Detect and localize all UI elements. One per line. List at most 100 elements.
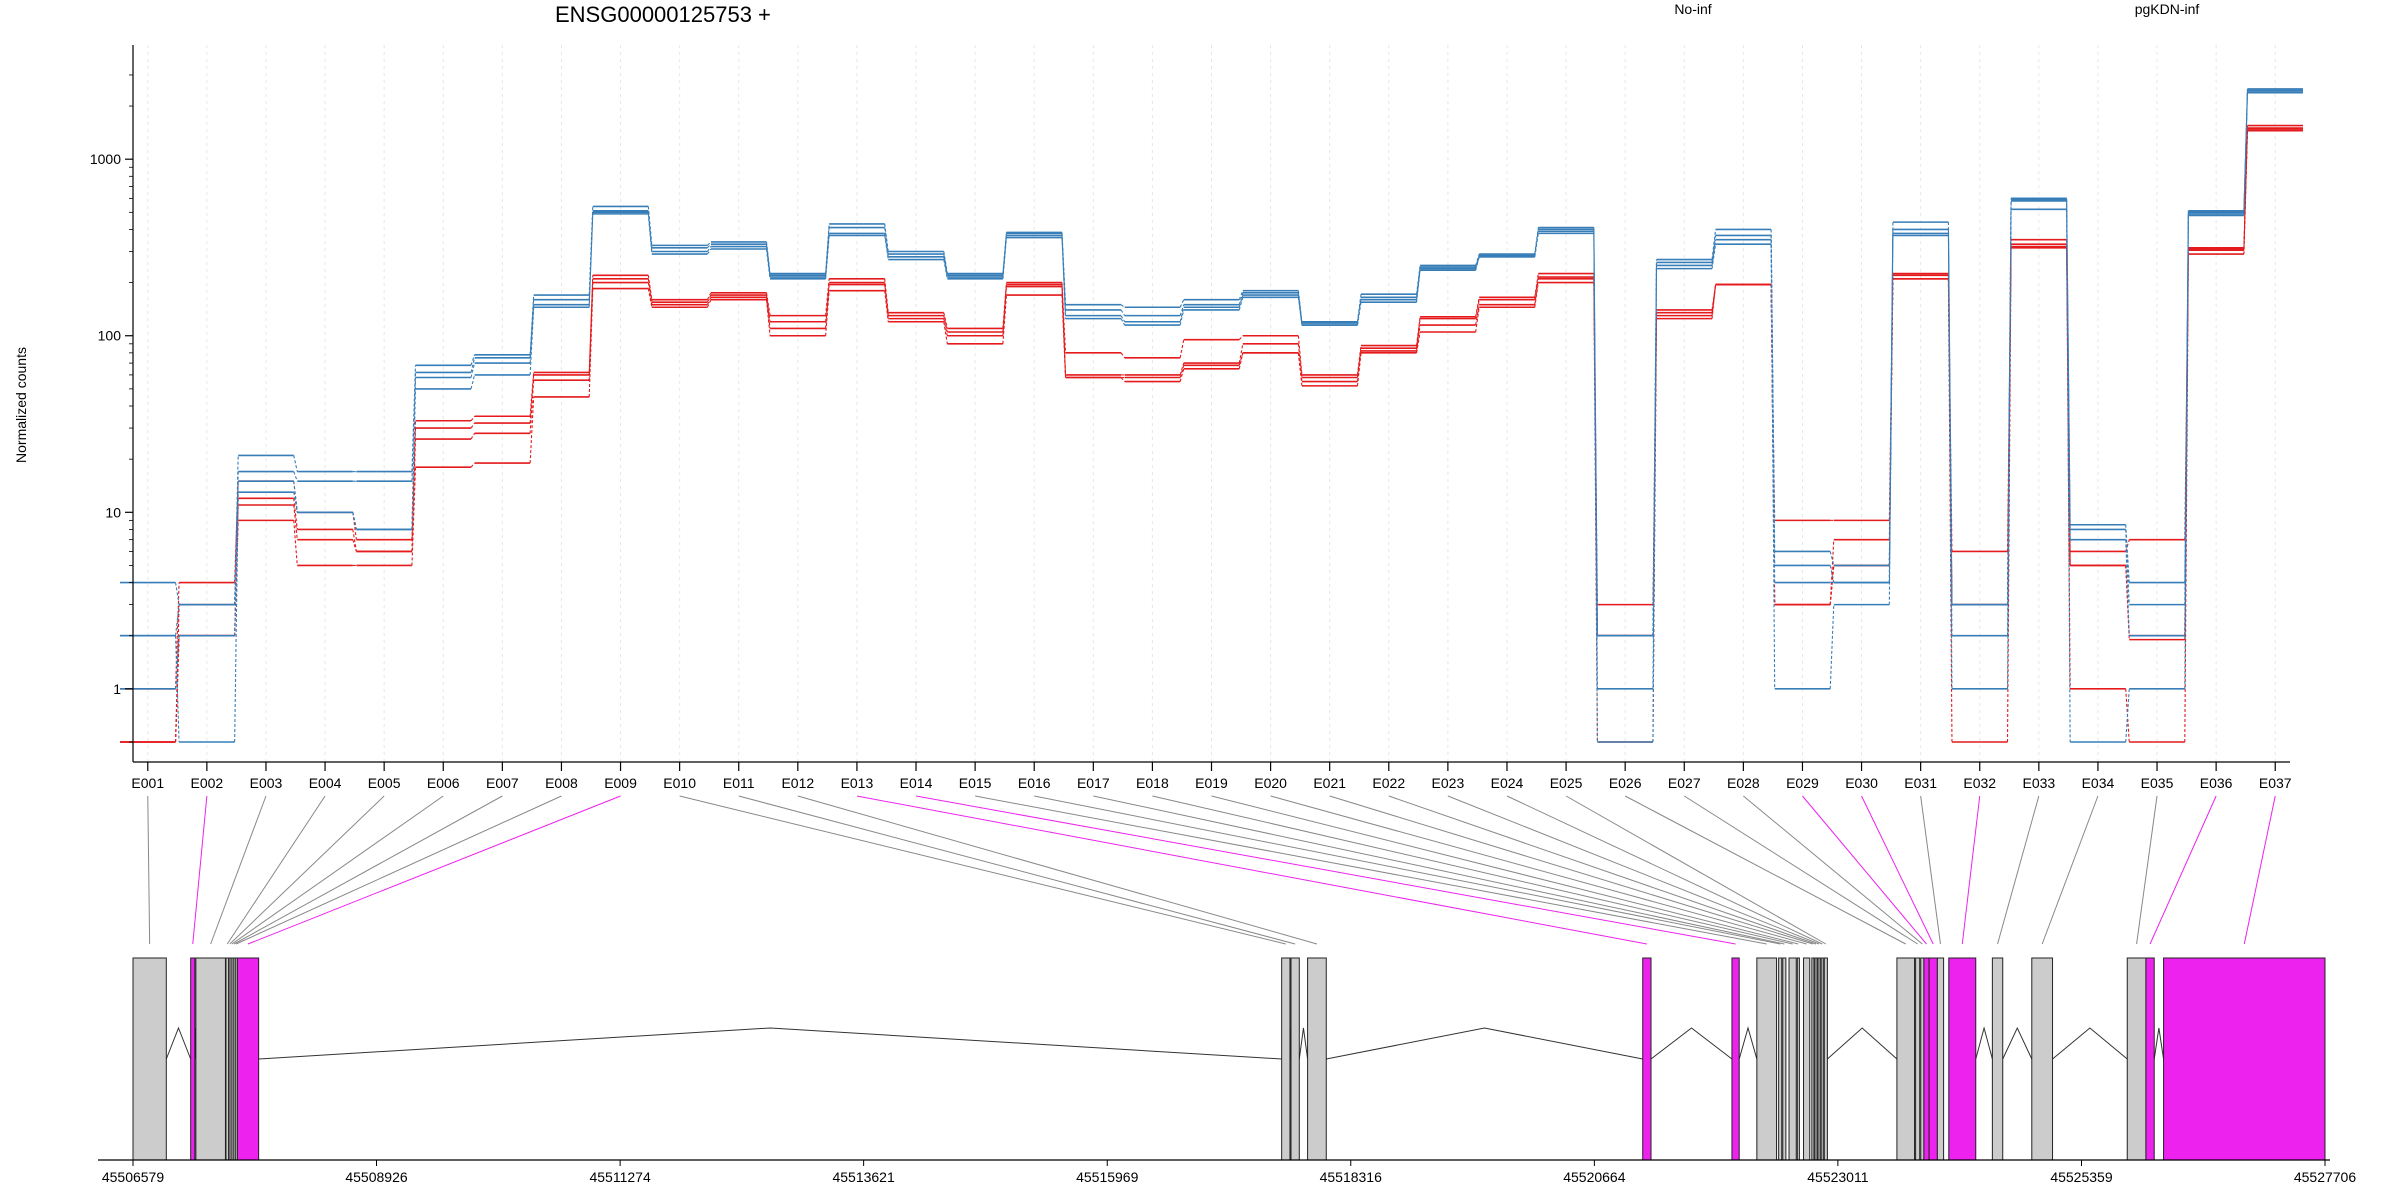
exon-label: E020 <box>1254 775 1287 791</box>
exon-block <box>1823 957 1828 1161</box>
exon-label: E037 <box>2259 775 2292 791</box>
exon-label: E036 <box>2200 775 2233 791</box>
series-connector <box>352 512 357 540</box>
y-axis-label: Normalized counts <box>13 347 29 463</box>
series-connector <box>2125 688 2130 743</box>
chart-title: ENSG00000125753 + <box>555 2 771 27</box>
exon-label: E021 <box>1313 775 1346 791</box>
series-connector <box>1475 299 1480 319</box>
series-connector <box>1534 229 1539 256</box>
exon-block <box>1923 957 1930 1161</box>
exon-label: E009 <box>604 775 637 791</box>
series-connector <box>1829 551 1835 566</box>
series-connector <box>825 282 830 322</box>
intron-line <box>1650 1027 1733 1060</box>
exon-block <box>1936 957 1945 1161</box>
exon-connector <box>856 795 1647 945</box>
exon-connector <box>226 795 326 945</box>
y-ticks: 1 10 100 1000 <box>90 74 133 743</box>
series-connector <box>943 312 948 329</box>
exon-connector <box>233 795 503 945</box>
series-connector <box>2125 524 2130 583</box>
series-connector <box>706 297 712 305</box>
intron-line <box>1326 1027 1643 1060</box>
exon-connector <box>1997 795 2040 945</box>
series-connector <box>1002 295 1007 344</box>
exon-label: E010 <box>663 775 696 791</box>
series-connector <box>2184 213 2189 636</box>
series-connector <box>884 235 889 260</box>
exon-block <box>1817 957 1821 1161</box>
series-connector <box>1120 318 1126 326</box>
series-connector <box>1356 297 1362 324</box>
exon-connectors <box>147 795 2276 945</box>
series-connector <box>293 504 298 540</box>
series-connector <box>293 492 298 513</box>
series-connector <box>943 251 948 274</box>
series-connector <box>884 290 889 322</box>
series-connector <box>1002 237 1007 279</box>
exon-label: E011 <box>723 775 755 791</box>
series-connector <box>470 374 476 390</box>
series-connector <box>529 396 535 464</box>
exon-block <box>2145 957 2155 1161</box>
exon-connector <box>1624 795 1906 945</box>
exon-connector <box>1152 795 1793 945</box>
exon-connector <box>915 795 1736 945</box>
exon-connector <box>1961 795 1981 945</box>
series-connector <box>1356 352 1362 386</box>
exon-block <box>1811 957 1815 1161</box>
exon-label: E012 <box>781 775 814 791</box>
exon-label: E029 <box>1786 775 1819 791</box>
series-connector <box>943 259 948 279</box>
series-connector <box>1593 231 1598 689</box>
series-connector <box>825 233 830 278</box>
exon-block <box>1820 957 1824 1161</box>
series-connector <box>175 604 180 636</box>
series-connector <box>765 294 771 322</box>
gene-model <box>132 957 2326 1161</box>
series-connector <box>647 282 653 305</box>
exon-block <box>2163 957 2326 1161</box>
exon-block <box>1803 957 1811 1161</box>
series-connector <box>1297 335 1303 375</box>
intron-line <box>2153 1027 2165 1060</box>
y-tick-label: 1 <box>113 681 121 697</box>
exon-label: E017 <box>1077 775 1110 791</box>
series-connector <box>175 582 180 605</box>
exon-block <box>1796 957 1800 1161</box>
exon-block <box>1788 957 1797 1161</box>
series-connector <box>293 455 298 472</box>
series-connector <box>1061 235 1067 316</box>
series-connector <box>1475 304 1480 326</box>
series-connector <box>1238 290 1244 300</box>
exon-label: E006 <box>427 775 460 791</box>
series-connector <box>1179 304 1185 316</box>
series-connector <box>707 241 712 246</box>
series-connector <box>706 299 712 308</box>
exon-connector <box>229 795 385 945</box>
exon-label: E026 <box>1609 775 1642 791</box>
exon-block <box>1928 957 1938 1161</box>
y-tick-label: 1000 <box>90 151 121 167</box>
genomic-position-label: 45527706 <box>2294 1169 2357 1185</box>
exon-connector <box>1211 795 1799 945</box>
genomic-position-label: 45518316 <box>1320 1169 1383 1185</box>
exon-block <box>2126 957 2147 1161</box>
series-connector <box>706 292 712 300</box>
series-connector <box>1416 324 1421 352</box>
series-connector <box>1238 294 1244 308</box>
exon-block <box>195 957 226 1161</box>
series-connector <box>1120 315 1126 323</box>
series-connector <box>1416 270 1421 303</box>
exon-label: E025 <box>1550 775 1583 791</box>
exon-connector <box>1447 795 1820 945</box>
series-connector <box>765 248 771 279</box>
series-connector <box>470 357 476 373</box>
series-connector <box>1179 339 1185 358</box>
series-connector <box>1120 352 1126 359</box>
series-connector <box>1593 233 1598 743</box>
genomic-position-label: 45520664 <box>1563 1169 1626 1185</box>
series-connector <box>1238 292 1244 305</box>
legend-pgkdn-inf: pgKDN-inf <box>2135 1 2200 17</box>
